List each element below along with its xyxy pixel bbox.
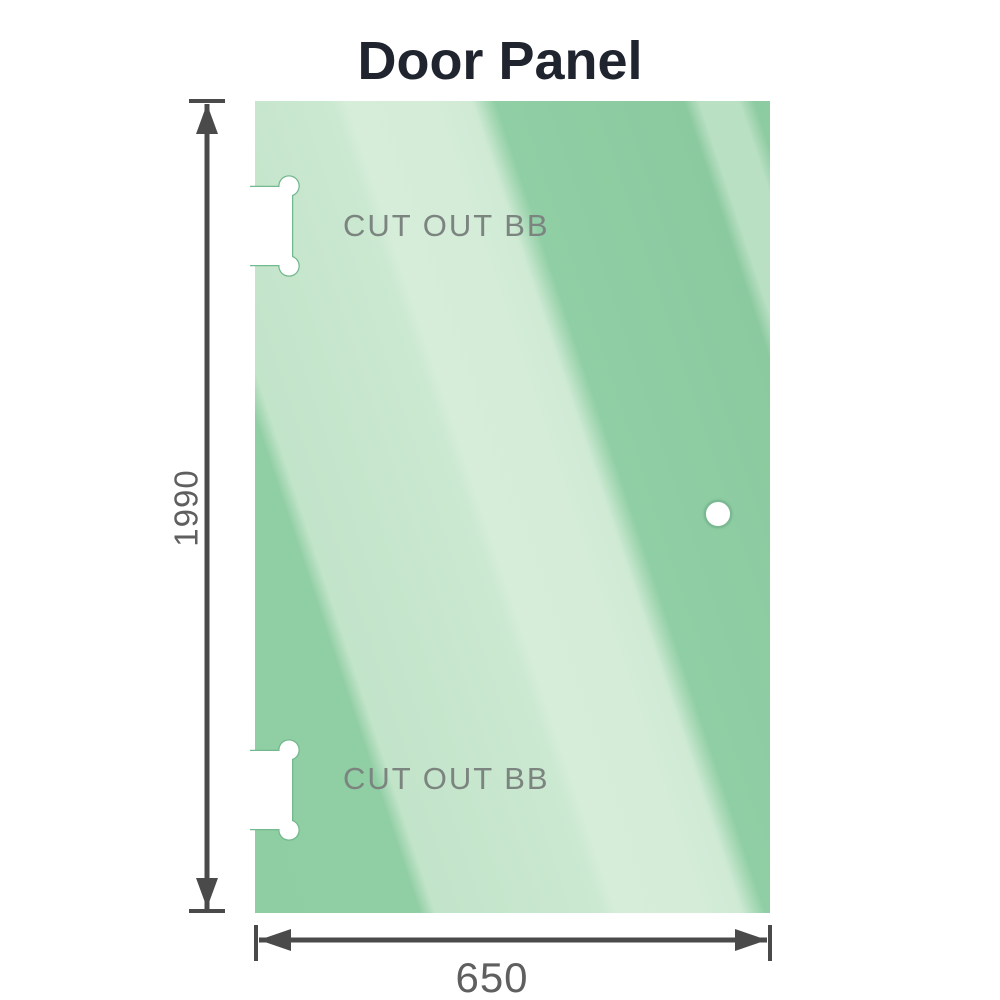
cutout-label-bottom: CUT OUT BB (343, 761, 550, 796)
height-arrow-down-icon (196, 878, 218, 908)
glass-door-panel: CUT OUT BB CUT OUT BB (255, 101, 770, 913)
cutout-label-top: CUT OUT BB (343, 208, 550, 243)
hinge-cutout-top (250, 175, 300, 277)
height-dimension-label: 1990 (167, 469, 205, 547)
height-arrow-up-icon (196, 104, 218, 134)
width-arrow-right-icon (735, 929, 767, 951)
hinge-cutout-bottom-fill (250, 740, 299, 840)
width-dimension-label: 650 (455, 954, 529, 1000)
hinge-cutout-top-fill (250, 176, 299, 276)
hinge-cutout-bottom (250, 739, 300, 841)
handle-hole-icon (704, 500, 732, 528)
diagram-title: Door Panel (357, 31, 643, 91)
width-arrow-left-icon (259, 929, 291, 951)
